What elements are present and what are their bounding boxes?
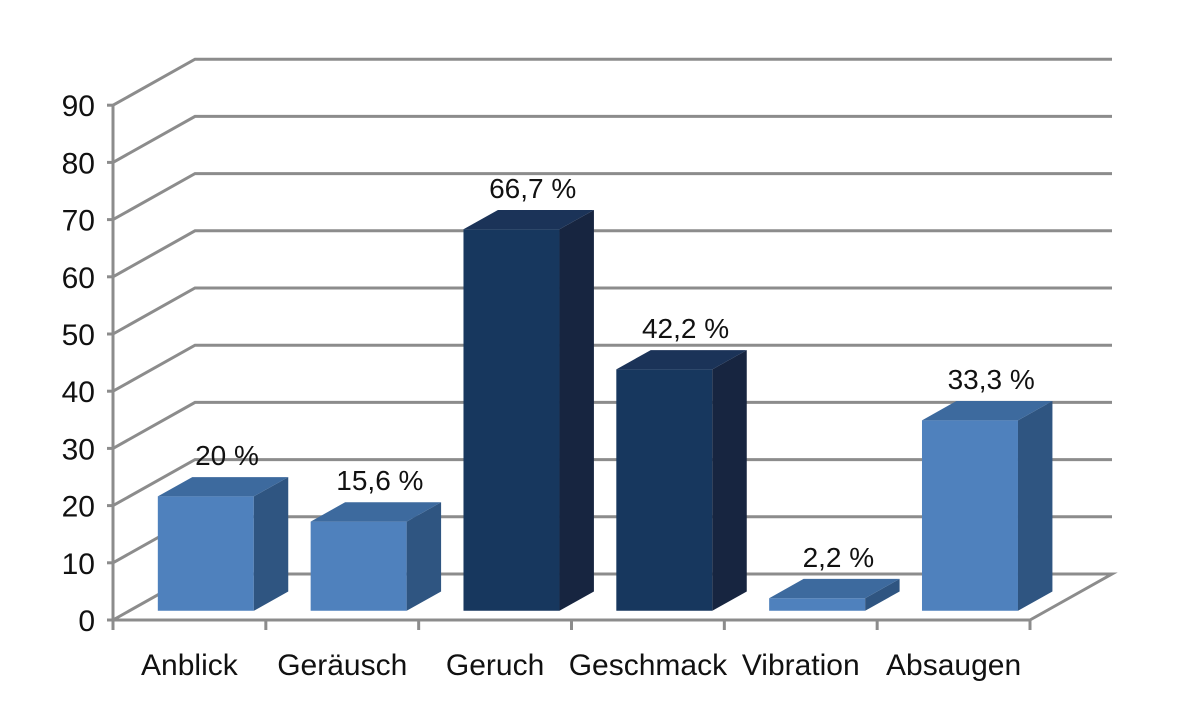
axes (111, 105, 1032, 630)
bar-top-face (921, 401, 1053, 421)
y-tick-label: 0 (78, 605, 95, 638)
data-labels: 20 % 15,6 % 66,7 % 42,2 % 2,2 % 33,3 % (195, 173, 1035, 573)
bar-top-face (310, 502, 442, 522)
x-category-label: Geschmack (569, 649, 728, 682)
gridline (112, 57, 1112, 107)
y-tick-label: 50 (62, 319, 95, 352)
bar (157, 477, 289, 611)
y-tick-label: 80 (62, 147, 95, 180)
gridlines (112, 57, 1118, 622)
gridline (112, 229, 1112, 279)
bar-top-face (463, 209, 594, 230)
bar-front-face (157, 496, 254, 611)
data-label: 15,6 % (336, 465, 423, 496)
bar-top-face (157, 477, 289, 497)
bar (310, 502, 442, 611)
bar-side-face (865, 578, 900, 611)
data-label: 33,3 % (948, 364, 1035, 395)
bar-side-face (712, 350, 747, 611)
y-tick-label: 70 (62, 205, 95, 238)
bar-front-face (616, 369, 713, 611)
bar (769, 578, 900, 611)
bar (463, 209, 594, 611)
gridline (112, 458, 1112, 507)
bar-side-face (559, 209, 594, 611)
x-category-label: Geräusch (277, 649, 407, 682)
bar-top-face (616, 350, 747, 370)
bar-side-face (253, 477, 289, 611)
gridline (112, 286, 1112, 336)
bar-front-face (463, 229, 560, 611)
bar-front-face (310, 521, 407, 611)
gridline (112, 343, 1112, 393)
bar-side-face (1017, 401, 1053, 611)
y-tick-label: 30 (62, 433, 95, 466)
bars (157, 209, 1053, 611)
y-tick-label: 10 (62, 548, 95, 581)
data-label: 42,2 % (642, 313, 729, 344)
y-axis-ticks: 0 10 20 30 40 50 60 70 80 90 (62, 90, 113, 638)
gridline (112, 114, 1112, 164)
data-label: 2,2 % (803, 542, 875, 573)
bar (921, 401, 1053, 611)
bar-front-face (769, 598, 866, 611)
gridline (112, 400, 1112, 450)
gridline (112, 172, 1112, 221)
y-tick-label: 60 (62, 262, 95, 295)
bar (616, 350, 747, 611)
data-label: 20 % (195, 440, 259, 471)
x-category-label: Geruch (446, 649, 544, 682)
category-labels: Anblick Geräusch Geruch Geschmack Vibration A… (141, 649, 1021, 682)
bar-front-face (921, 420, 1018, 611)
y-tick-label: 40 (62, 376, 95, 409)
x-category-label: Anblick (141, 649, 239, 682)
bar-side-face (406, 502, 442, 611)
data-label: 66,7 % (489, 173, 576, 204)
x-category-label: Vibration (742, 649, 860, 682)
bar-top-face (769, 578, 900, 599)
y-tick-label: 20 (62, 491, 95, 524)
y-tick-label: 90 (62, 90, 95, 123)
x-category-label: Absaugen (886, 649, 1021, 682)
